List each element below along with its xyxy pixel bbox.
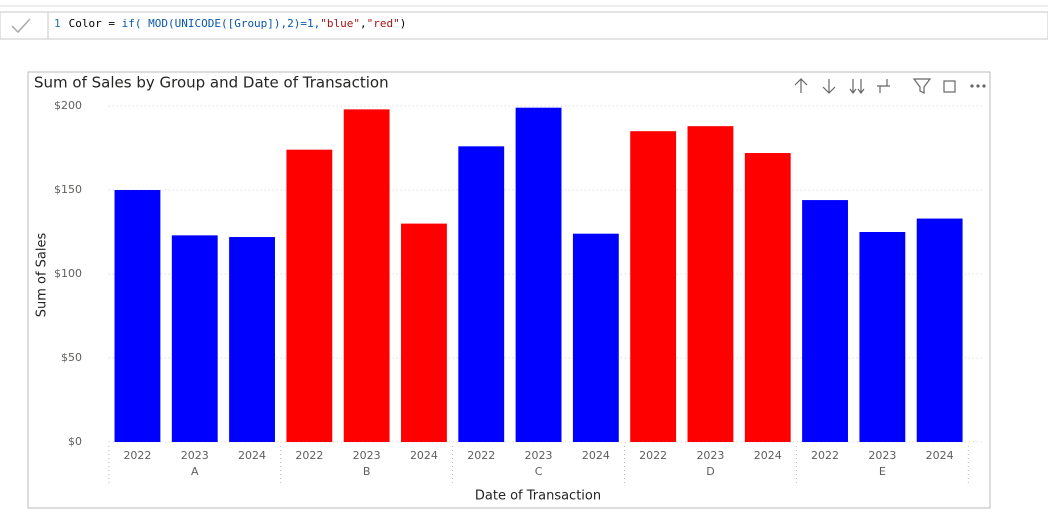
- bar: [401, 223, 447, 442]
- x-tick-label: 2022: [123, 449, 151, 462]
- x-tick-label: 2022: [639, 449, 667, 462]
- x-tick-label: 2023: [353, 449, 381, 462]
- bar: [630, 131, 677, 442]
- bar: [343, 109, 390, 443]
- y-tick-label: $100: [54, 267, 82, 280]
- group-label: C: [535, 465, 543, 478]
- y-tick-label: $50: [61, 351, 82, 364]
- formula-token: ): [400, 17, 407, 30]
- y-axis-title: Sum of Sales: [35, 233, 50, 318]
- bar: [458, 146, 505, 442]
- formula-token: "red": [367, 17, 400, 30]
- bar: [916, 218, 963, 442]
- y-tick-label: $150: [54, 183, 82, 196]
- bar: [859, 232, 906, 442]
- x-tick-label: 2024: [582, 449, 610, 462]
- visual-frame: [27, 71, 991, 509]
- x-tick-label: 2023: [696, 449, 724, 462]
- bar: [572, 233, 619, 442]
- commit-check[interactable]: [11, 18, 31, 34]
- bar: [229, 237, 275, 442]
- formula-token: "blue": [320, 17, 360, 30]
- formula-token: if( MOD(UNICODE([Group]),2)=1,: [122, 17, 321, 30]
- formula-token: Color =: [69, 17, 122, 30]
- y-tick-label: $0: [68, 435, 82, 448]
- bar: [744, 153, 791, 443]
- x-tick-label: 2024: [926, 449, 954, 462]
- bar: [515, 107, 562, 443]
- x-tick-label: 2023: [181, 449, 209, 462]
- x-axis-title: Date of Transaction: [475, 489, 601, 504]
- x-tick-label: 2024: [410, 449, 438, 462]
- bar: [687, 126, 734, 442]
- y-tick-label: $200: [54, 99, 82, 112]
- x-tick-label: 2022: [467, 449, 495, 462]
- formula-token: ,: [360, 17, 367, 30]
- line-number: 1: [54, 17, 61, 30]
- bar: [114, 190, 161, 442]
- group-label: B: [363, 465, 371, 478]
- x-tick-label: 2022: [295, 449, 323, 462]
- chart-title: Sum of Sales by Group and Date of Transa…: [34, 74, 389, 92]
- bar: [802, 200, 848, 442]
- group-label: D: [706, 465, 714, 478]
- x-tick-label: 2024: [238, 449, 266, 462]
- group-label: A: [191, 465, 199, 478]
- x-tick-label: 2023: [868, 449, 896, 462]
- formula-bar: [0, 11, 1048, 40]
- bar: [286, 149, 333, 442]
- x-tick-label: 2022: [811, 449, 839, 462]
- x-tick-label: 2023: [525, 449, 553, 462]
- x-tick-label: 2024: [754, 449, 782, 462]
- formula-text[interactable]: 1 Color = if( MOD(UNICODE([Group]),2)=1,"…: [54, 17, 406, 30]
- bar: [171, 235, 218, 442]
- header-icons[interactable]: [794, 78, 986, 94]
- group-label: E: [879, 465, 886, 478]
